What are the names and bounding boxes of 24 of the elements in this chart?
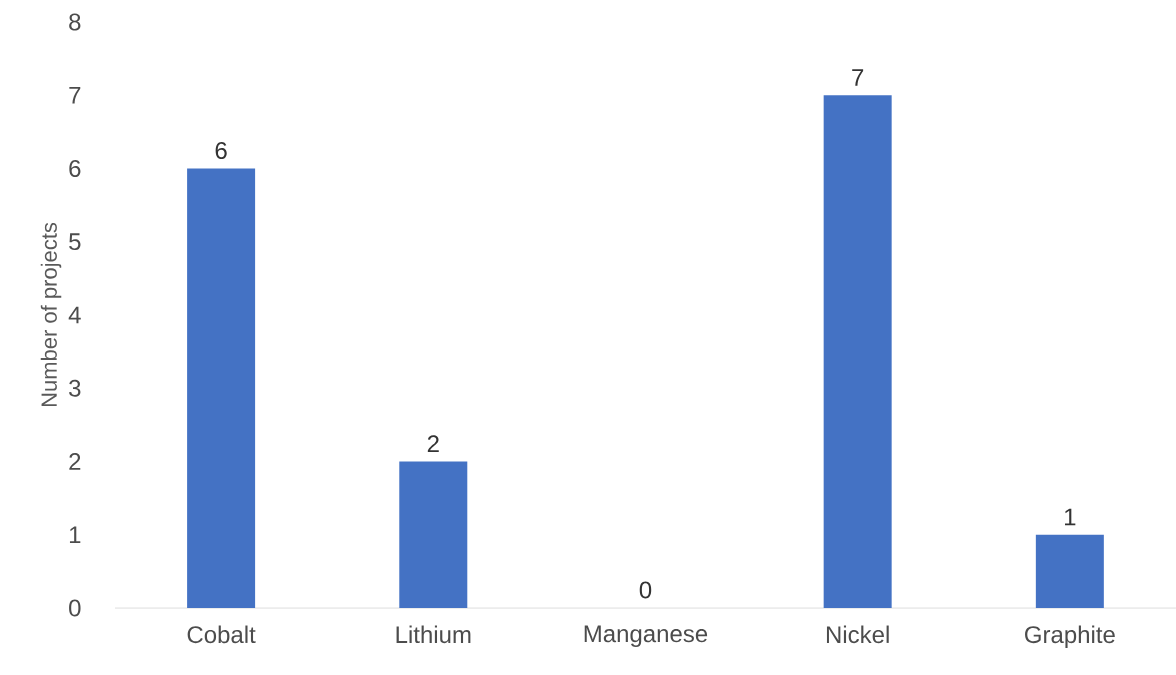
x-tick-label: Lithium [396, 625, 471, 644]
y-tick-label: 7 [69, 86, 81, 104]
bar [187, 168, 256, 608]
y-tick-label: 4 [68, 306, 81, 324]
data-label: 6 [215, 141, 227, 159]
data-label: 7 [852, 69, 864, 86]
y-tick-label: 0 [69, 599, 81, 617]
x-tick-label: Nickel [826, 625, 889, 644]
y-tick-label: 5 [69, 233, 81, 251]
data-label: 1 [1065, 508, 1076, 526]
y-tick-label: 2 [69, 453, 81, 470]
y-tick-label: 8 [69, 13, 81, 31]
x-tick-label: Manganese [584, 625, 708, 648]
data-label: 2 [427, 435, 439, 452]
x-tick-label: Graphite [1025, 625, 1115, 648]
data-label: 0 [639, 581, 652, 599]
bar [1035, 534, 1104, 608]
y-axis-title: Number of projects [40, 222, 62, 407]
y-tick-label: 3 [69, 379, 81, 397]
bar [399, 461, 468, 608]
x-tick-label: Cobalt [187, 625, 256, 644]
y-tick-label: 1 [69, 526, 81, 543]
bar [823, 95, 892, 608]
y-tick-label: 6 [69, 160, 81, 177]
